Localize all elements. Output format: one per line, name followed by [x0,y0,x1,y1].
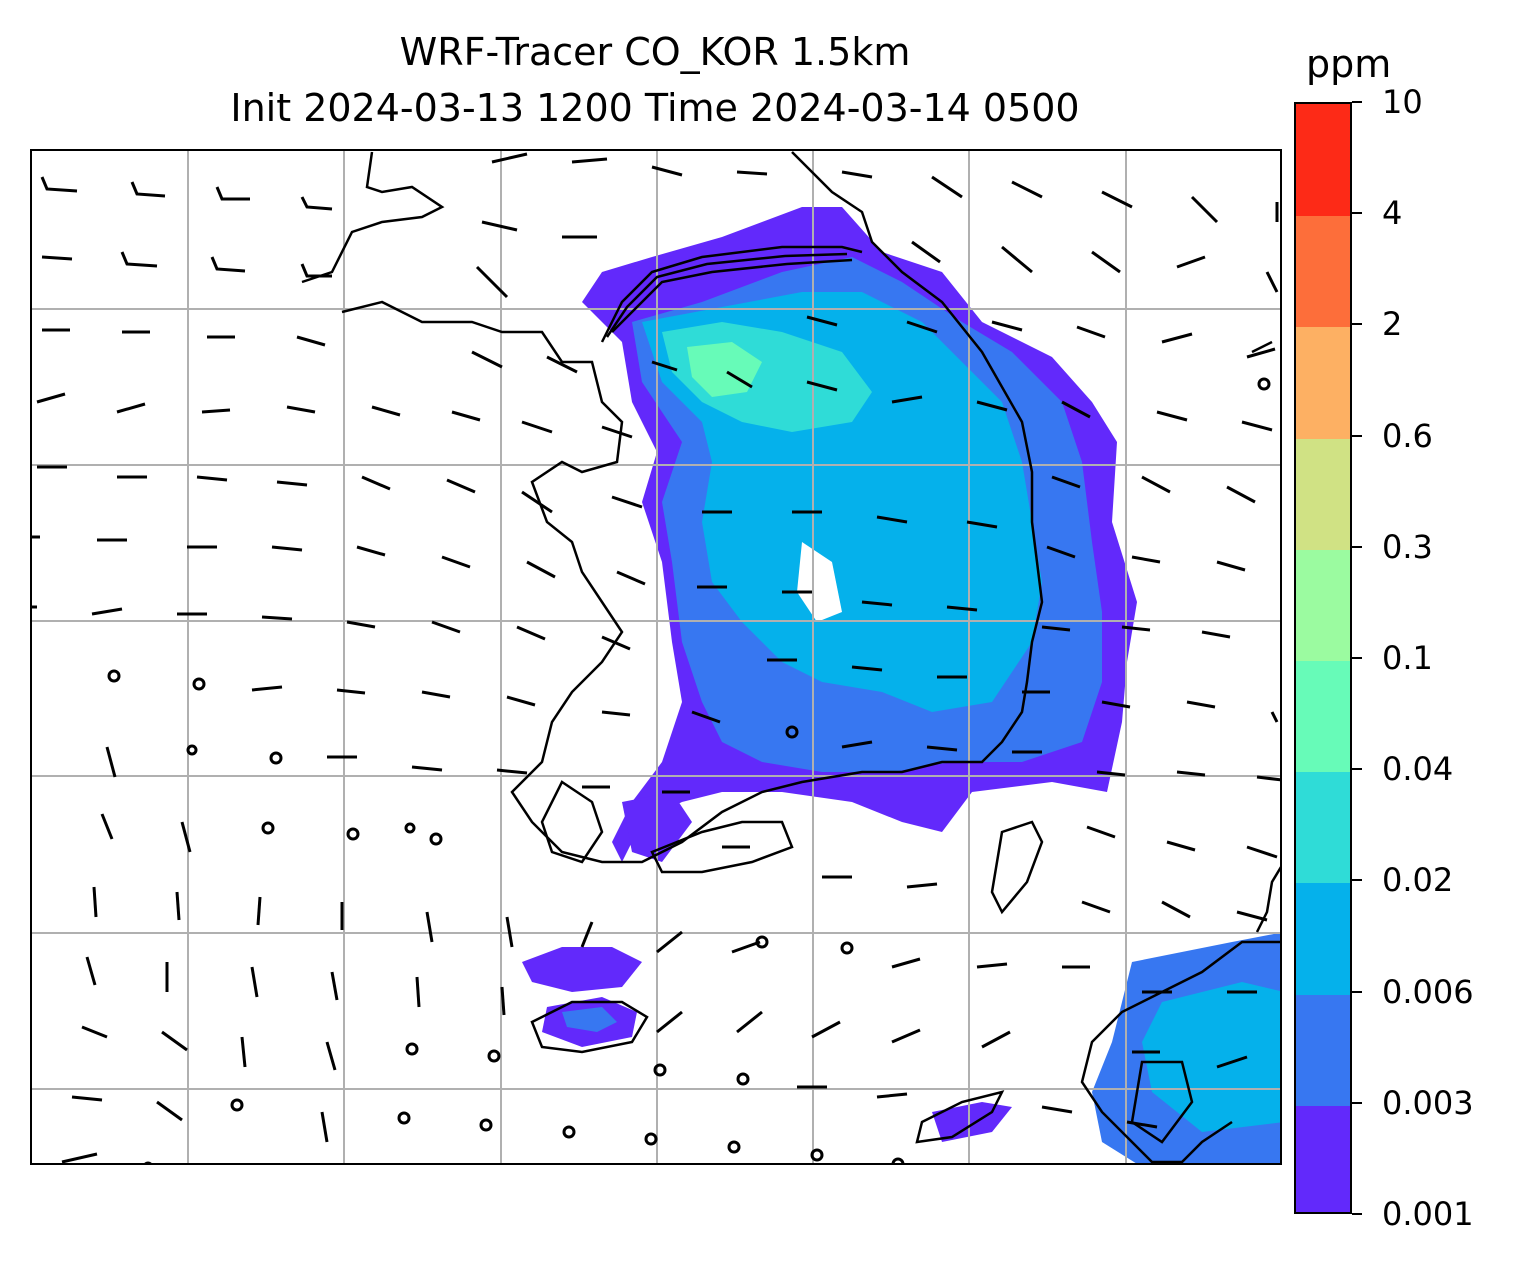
colorbar-tick-label: 0.1 [1382,639,1433,677]
colorbar-segment [1296,104,1350,217]
colorbar-segment [1296,548,1350,661]
map-panel [30,149,1282,1165]
colorbar-tick [1352,879,1362,882]
colorbar-segment [1296,660,1350,773]
colorbar-segment [1296,882,1350,995]
colorbar [1294,102,1352,1214]
colorbar-segment [1296,215,1350,328]
colorbar-tick [1352,1213,1362,1215]
colorbar-segment [1296,993,1350,1106]
colorbar-segment [1296,1104,1350,1212]
calm-wind-markers [107,377,1271,1163]
colorbar-tick [1352,323,1362,326]
colorbar-tick [1352,657,1362,659]
colorbar-tick-label: 2 [1382,305,1403,344]
coastlines [301,151,1280,1163]
chart-title-line-1: WRF-Tracer CO_KOR 1.5km [399,30,911,74]
colorbar-tick-label: 0.006 [1382,972,1474,1011]
co-hole-1 [797,542,842,622]
chart-title-line-2: Init 2024-03-13 1200 Time 2024-03-14 050… [230,86,1080,130]
colorbar-tick [1352,990,1362,993]
colorbar-tick [1352,1101,1362,1104]
colorbar-tick-label: 0.3 [1382,527,1433,566]
colorbar-tick [1352,768,1362,771]
colorbar-tick-label: 0.001 [1382,1195,1474,1233]
colorbar-tick-label: 10 [1382,83,1423,121]
map-svg [32,151,1280,1163]
co-concentration-korea [582,207,1137,862]
colorbar-segment [1296,771,1350,884]
colorbar-tick-label: 0.6 [1382,416,1433,455]
colorbar-tick-label: 0.003 [1382,1083,1474,1122]
colorbar-tick [1352,212,1362,215]
co-concentration-jeju [522,792,692,1047]
colorbar-tick [1352,101,1362,103]
map-gridlines [32,151,1280,1163]
colorbar-segment [1296,326,1350,439]
colorbar-tick-label: 4 [1382,194,1403,233]
co-concentration-kyushu [932,932,1280,1163]
colorbar-segment [1296,437,1350,550]
colorbar-tick [1352,545,1362,548]
wind-barbs [32,152,1280,1163]
colorbar-tick [1352,434,1362,437]
colorbar-tick-label: 0.02 [1382,861,1454,900]
colorbar-unit-label: ppm [1306,42,1392,86]
colorbar-tick-label: 0.04 [1382,750,1454,789]
